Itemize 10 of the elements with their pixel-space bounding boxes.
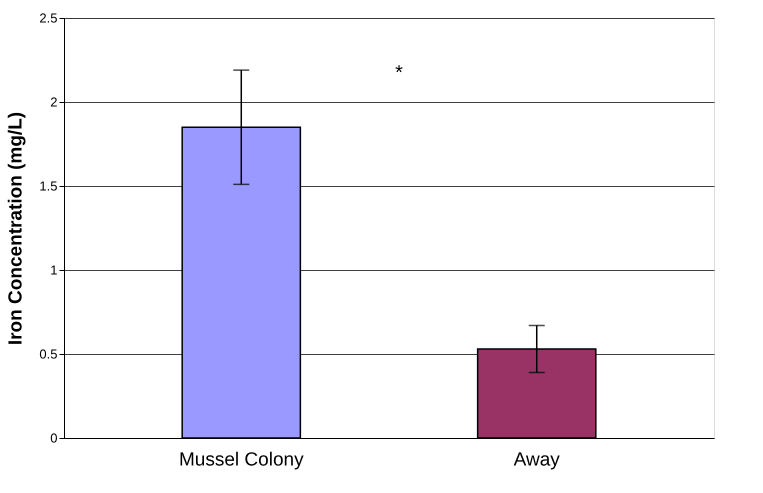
- y-tick-label: 1.5: [39, 178, 58, 194]
- y-tick-label: 1: [50, 262, 58, 278]
- annotation: *: [395, 62, 404, 84]
- y-tick-label: 0: [50, 430, 58, 446]
- x-tick-label: Away: [514, 450, 560, 470]
- y-tick-label: 2: [50, 94, 58, 110]
- y-tick-label: 0.5: [39, 346, 58, 362]
- y-tick-label: 2.5: [39, 10, 58, 26]
- y-axis-title: Iron Concentration (mg/L): [5, 112, 26, 346]
- x-tick-label: Mussel Colony: [178, 450, 304, 470]
